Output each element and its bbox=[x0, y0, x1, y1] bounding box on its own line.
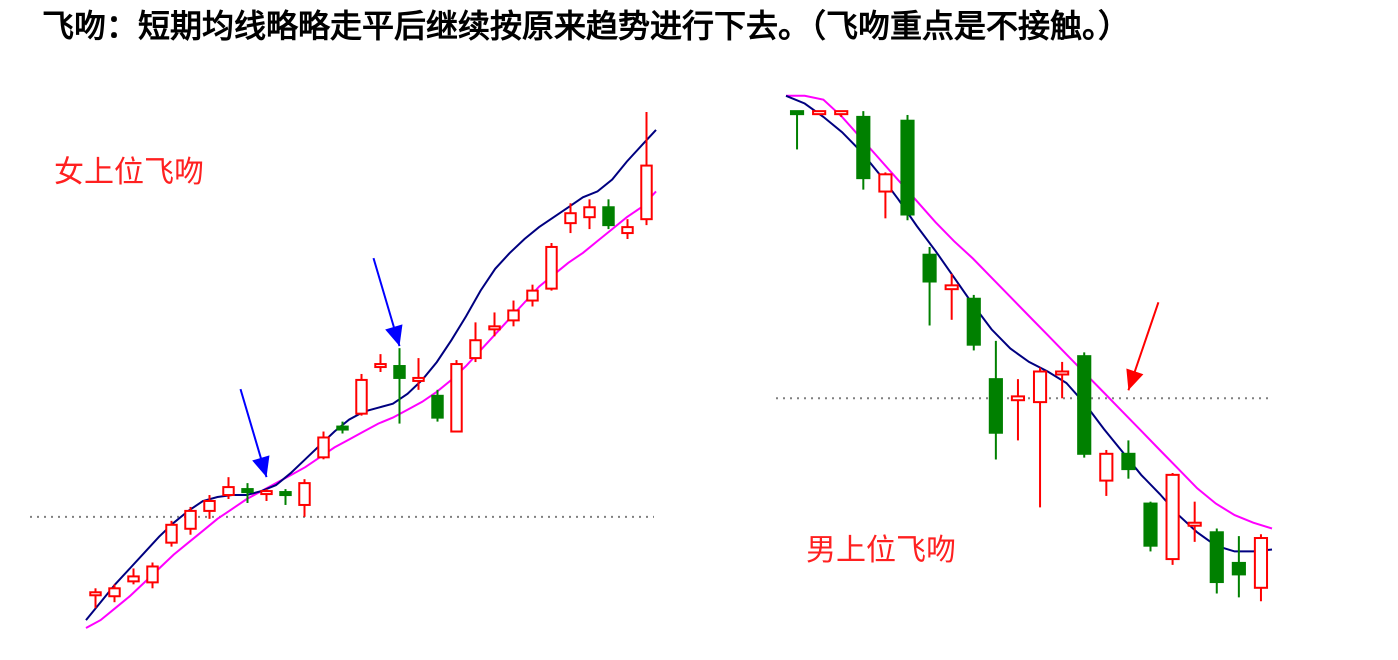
candle-body bbox=[146, 565, 159, 584]
candle-body bbox=[393, 365, 406, 379]
long-moving-average bbox=[85, 190, 657, 629]
pointer-arrow-head bbox=[1126, 368, 1144, 391]
male-top-chart-title: 男上位飞吻 bbox=[806, 533, 956, 568]
candle-body bbox=[203, 499, 216, 512]
candle-body bbox=[621, 226, 634, 235]
candle-body bbox=[944, 284, 959, 291]
candle-body bbox=[355, 378, 368, 415]
candle-body bbox=[602, 206, 615, 227]
candle-body bbox=[1099, 452, 1114, 482]
candle-body bbox=[966, 297, 981, 346]
candle-body bbox=[640, 164, 653, 221]
candle-body bbox=[1209, 531, 1224, 584]
candle-body bbox=[1143, 502, 1158, 547]
page-title: 飞吻：短期均线略略走平后继续按原来趋势进行下去。（飞吻重点是不接触。） bbox=[42, 7, 1131, 45]
candle-body bbox=[374, 363, 387, 369]
pointer-arrow-head bbox=[252, 455, 270, 478]
male-top-chart-svg: 男上位飞吻 bbox=[776, 94, 1273, 602]
candle-body bbox=[89, 591, 102, 597]
candle-body bbox=[789, 110, 805, 116]
male-top-chart: 男上位飞吻 bbox=[760, 92, 1280, 632]
candle-body bbox=[564, 212, 577, 225]
candle-body bbox=[317, 436, 330, 459]
candle-body bbox=[412, 376, 425, 382]
candle-body bbox=[922, 253, 937, 283]
candle-body bbox=[1165, 473, 1180, 561]
female-top-chart-svg: 女上位飞吻 bbox=[30, 112, 657, 629]
short-moving-average bbox=[85, 129, 657, 621]
candle-body bbox=[1032, 370, 1048, 404]
candle-body bbox=[1187, 521, 1202, 527]
candle-body bbox=[507, 309, 520, 322]
candle-body bbox=[222, 486, 235, 497]
candle-body bbox=[431, 394, 444, 419]
candle-body bbox=[1231, 561, 1246, 576]
candle-body bbox=[298, 482, 311, 506]
candle-body bbox=[127, 575, 140, 583]
candle-body bbox=[988, 378, 1003, 434]
candle-body bbox=[1010, 395, 1026, 402]
candle-body bbox=[834, 110, 849, 116]
pointer-arrow-head bbox=[385, 324, 403, 347]
candle-body bbox=[450, 363, 463, 433]
candle-body bbox=[260, 490, 273, 496]
female-top-chart: 女上位飞吻 bbox=[20, 92, 660, 632]
candle-body bbox=[878, 173, 893, 193]
candle-body bbox=[108, 587, 121, 598]
candle-body bbox=[856, 115, 871, 180]
candle-body bbox=[241, 488, 254, 494]
candle-body bbox=[1121, 452, 1136, 471]
female-top-chart-title: 女上位飞吻 bbox=[54, 155, 204, 190]
candle-body bbox=[1077, 355, 1092, 455]
candle-body bbox=[279, 491, 292, 497]
candle-body bbox=[1055, 370, 1070, 376]
candle-body bbox=[812, 110, 827, 116]
candle-body bbox=[526, 289, 539, 302]
candle-body bbox=[583, 206, 596, 219]
candle-body bbox=[545, 245, 558, 290]
candle-body bbox=[184, 509, 197, 530]
candle-body bbox=[336, 425, 349, 431]
candle-body bbox=[469, 339, 482, 360]
candle-body bbox=[165, 523, 178, 544]
candle-body bbox=[900, 119, 915, 216]
candle-body bbox=[488, 325, 501, 331]
candle-body bbox=[1253, 537, 1269, 589]
